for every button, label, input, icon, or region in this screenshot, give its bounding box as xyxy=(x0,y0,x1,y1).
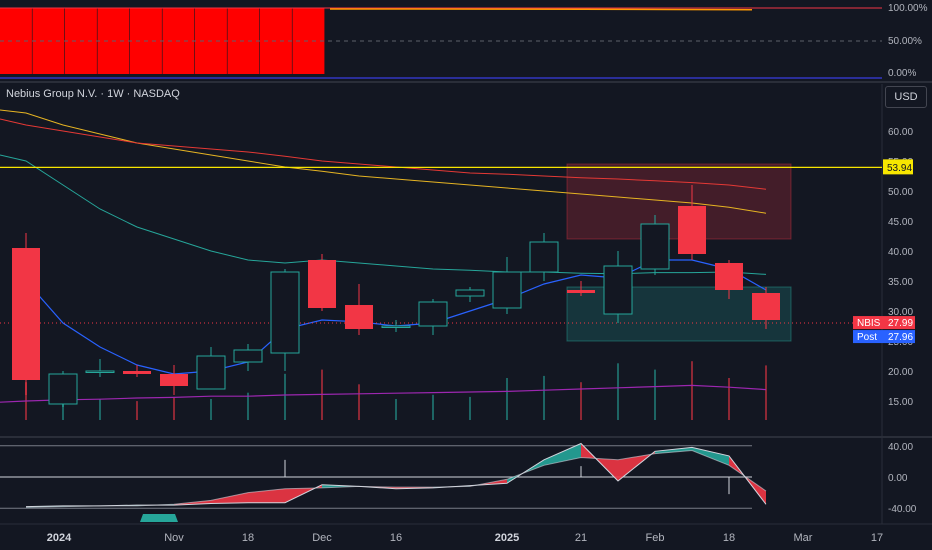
osc-tick-label: 0.00 xyxy=(888,473,908,484)
candle-body-up xyxy=(196,355,226,390)
volume-bar xyxy=(62,394,64,420)
top-tick-label: 100.00% xyxy=(888,3,928,14)
candle-body-down xyxy=(678,206,706,254)
candle-body-down xyxy=(308,260,336,308)
volume-bar xyxy=(580,382,582,420)
osc-tick-label: 40.00 xyxy=(888,442,913,453)
volume-bar xyxy=(173,396,175,420)
candle-body-up xyxy=(270,271,300,354)
candle-body-down xyxy=(567,290,595,293)
volume-bar xyxy=(247,392,249,420)
symbol-tag xyxy=(853,316,915,330)
time-tick-label: 16 xyxy=(390,532,402,544)
candle-body-up xyxy=(48,373,78,405)
currency-button[interactable]: USD xyxy=(885,86,927,108)
post-tag-price: 27.96 xyxy=(888,332,913,343)
osc-slow-line xyxy=(25,449,767,508)
candle-body-down xyxy=(123,371,151,374)
ema-slow-line xyxy=(0,154,767,275)
candle-body-up xyxy=(381,325,411,328)
post-tag-label: Post xyxy=(857,332,877,343)
price-tick-label: 40.00 xyxy=(888,247,913,258)
price-tags: 53.94 NBIS 27.99 Post 27.96 xyxy=(853,159,915,344)
volume-bar xyxy=(765,365,767,420)
osc-fill xyxy=(211,492,248,504)
candle-body-down xyxy=(160,374,188,386)
time-tick-label: Mar xyxy=(794,532,813,544)
osc-fill xyxy=(248,488,285,503)
volume-bar xyxy=(469,396,471,420)
price-tick-label: 60.00 xyxy=(888,127,913,138)
price-tick-label: 50.00 xyxy=(888,187,913,198)
volume-bar xyxy=(506,378,508,420)
osc-fill xyxy=(655,447,692,454)
time-tick-label: 17 xyxy=(871,532,883,544)
candle-body-up xyxy=(418,301,448,327)
osc-fill xyxy=(544,443,581,466)
candle-body-up xyxy=(603,265,633,315)
level-tag-value: 53.94 xyxy=(887,163,912,174)
time-tick-label: 18 xyxy=(242,532,254,544)
time-axis[interactable]: 2024 Nov 18 Dec 16 2025 21 Feb 18 Mar 17 xyxy=(0,523,932,544)
purple-line xyxy=(0,384,767,403)
volume-bar xyxy=(691,361,693,420)
time-tick-label: Feb xyxy=(646,532,665,544)
volume-bar xyxy=(395,399,397,420)
price-tick-label: 30.00 xyxy=(888,307,913,318)
symbol-title: Nebius Group N.V. · 1W · NASDAQ xyxy=(6,88,180,100)
candle-body-down xyxy=(12,248,40,380)
volume-bar xyxy=(728,378,730,420)
post-tag xyxy=(853,330,915,344)
price-panel[interactable]: 60.0055.0050.0045.0040.0035.0030.0025.00… xyxy=(0,84,932,438)
volume-bar xyxy=(432,394,434,420)
ma-yellow-line xyxy=(0,109,767,214)
osc-tick-label: -40.00 xyxy=(888,504,917,515)
price-tick-label: 15.00 xyxy=(888,397,913,408)
time-tick-label: Dec xyxy=(312,532,332,544)
top-indicator-panel: 100.00% 50.00% 0.00% xyxy=(0,3,932,83)
volume-bar xyxy=(99,399,101,420)
symbol-tag-price: 27.99 xyxy=(888,318,913,329)
volume-bar xyxy=(543,375,545,420)
time-tick-label: 21 xyxy=(575,532,587,544)
time-tick-label: 18 xyxy=(723,532,735,544)
volume-bar xyxy=(617,363,619,420)
price-tick-label: 45.00 xyxy=(888,217,913,228)
volume-bar xyxy=(136,401,138,420)
price-tick-label: 35.00 xyxy=(888,277,913,288)
volume-bar xyxy=(358,384,360,420)
candle-body-down xyxy=(752,293,780,320)
candle-body-up xyxy=(492,271,522,309)
candle-body-down xyxy=(715,263,743,290)
oscillator-panel: 40.00 0.00 -40.00 xyxy=(0,437,917,524)
candle-body-up xyxy=(455,289,485,297)
candle-body-up xyxy=(85,370,115,373)
volume-bar xyxy=(210,399,212,420)
candle-body-up xyxy=(640,223,670,270)
volume-bar xyxy=(654,369,656,420)
symbol-tag-name: NBIS xyxy=(857,318,881,329)
price-tick-label: 20.00 xyxy=(888,367,913,378)
volume-bar xyxy=(284,373,286,420)
time-tick-label: 2025 xyxy=(495,532,519,544)
candle-body-up xyxy=(233,349,263,363)
top-tick-label: 50.00% xyxy=(888,36,922,47)
time-tick-label: Nov xyxy=(164,532,184,544)
indicator-line xyxy=(330,8,753,11)
candle-body-up xyxy=(529,241,559,273)
top-tick-label: 0.00% xyxy=(888,68,916,79)
time-tick-label: 2024 xyxy=(47,532,72,544)
candle-body-down xyxy=(345,305,373,329)
level-tag xyxy=(883,159,913,175)
osc-signal-marker xyxy=(140,514,178,522)
osc-fill xyxy=(692,447,729,466)
ma-red-line xyxy=(0,118,767,190)
